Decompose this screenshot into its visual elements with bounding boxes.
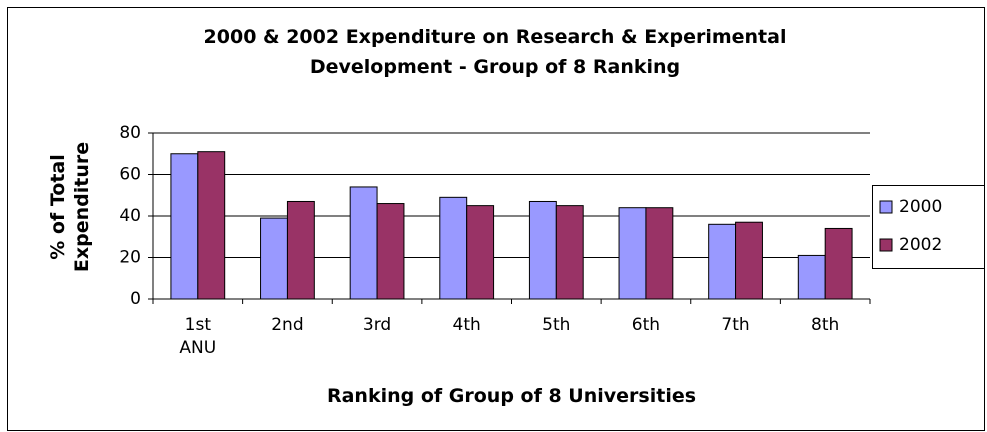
y-tick-label: 80 bbox=[119, 123, 141, 143]
bar bbox=[824, 227, 853, 300]
y-tick-label: 60 bbox=[119, 165, 141, 185]
bar bbox=[555, 205, 584, 300]
legend-box bbox=[872, 185, 985, 269]
legend-swatch bbox=[879, 238, 893, 252]
legend-label: 2000 bbox=[899, 197, 942, 217]
x-tick-label: 3rd bbox=[362, 315, 392, 335]
y-tick-label: 20 bbox=[119, 248, 141, 268]
legend-label: 2002 bbox=[899, 235, 942, 255]
bar bbox=[708, 223, 737, 300]
chart-title: 2000 & 2002 Expenditure on Research & Ex… bbox=[203, 26, 787, 78]
x-tick-label: 6th bbox=[631, 315, 661, 335]
x-tick-label: 4th bbox=[452, 315, 481, 335]
bar bbox=[260, 217, 288, 300]
y-tick-label: 40 bbox=[119, 206, 141, 226]
y-tick-label: 0 bbox=[130, 289, 141, 309]
bar bbox=[528, 200, 557, 300]
x-tick-label: 5th bbox=[542, 315, 571, 335]
y-axis-label: % of Total Expenditure bbox=[47, 141, 93, 273]
bar bbox=[376, 203, 405, 300]
x-tick-label: 2nd bbox=[271, 315, 304, 335]
bar bbox=[349, 186, 378, 300]
bar bbox=[439, 196, 468, 300]
legend-swatch bbox=[879, 200, 893, 214]
bar bbox=[735, 221, 763, 300]
bar bbox=[618, 207, 647, 300]
x-tick-label: 7th bbox=[721, 315, 750, 335]
bar bbox=[797, 254, 826, 300]
bar bbox=[286, 200, 315, 300]
bar bbox=[645, 207, 674, 300]
bar bbox=[466, 205, 495, 300]
x-tick-label: 1st ANU bbox=[179, 315, 217, 358]
bar bbox=[197, 151, 226, 300]
bar bbox=[170, 153, 199, 300]
x-tick-label: 8th bbox=[811, 315, 840, 335]
x-axis-label: Ranking of Group of 8 Universities bbox=[326, 385, 697, 407]
